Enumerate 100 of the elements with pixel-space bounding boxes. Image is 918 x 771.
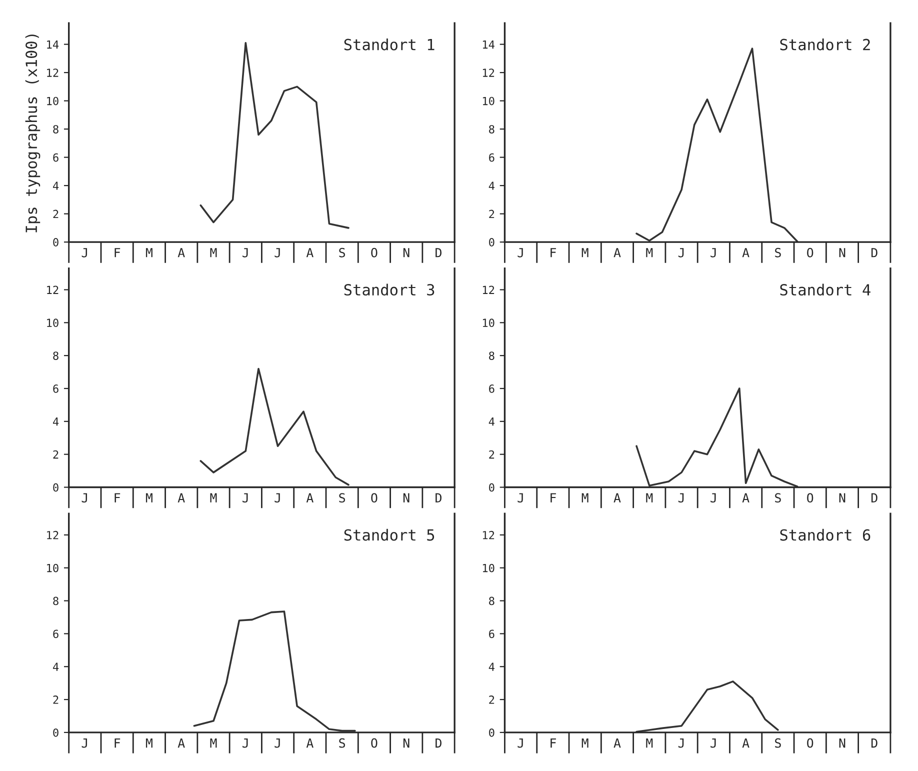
x-tick-label: D (436, 493, 442, 502)
x-tick-label: A (178, 248, 185, 258)
x-tick-label: A (742, 248, 750, 258)
x-tick-label: S (775, 493, 781, 503)
y-tick-label: 4 (488, 418, 494, 426)
x-tick-label: M (210, 493, 217, 502)
y-tick-label: 8 (489, 596, 494, 606)
x-tick-label: F (114, 493, 120, 502)
x-tick-label: A (306, 493, 314, 502)
y-tick-label: 12 (47, 286, 58, 294)
x-tick-label: M (646, 738, 653, 748)
x-tick-label: M (146, 738, 152, 748)
y-tick-label: 10 (482, 96, 494, 106)
x-tick-label: M (646, 248, 653, 258)
y-tick-label: 12 (47, 68, 58, 77)
y-axis-title: Ips typographus (x100) (25, 34, 40, 232)
y-tick-label: 4 (52, 662, 59, 671)
x-tick-label: A (178, 493, 185, 502)
y-tick-label: 8 (53, 125, 58, 134)
x-tick-label: M (582, 738, 588, 748)
x-tick-label: A (614, 248, 621, 258)
y-tick-label: 0 (489, 238, 494, 246)
x-tick-label: F (114, 248, 120, 258)
y-tick-label: 6 (53, 153, 58, 162)
x-tick-label: D (871, 248, 878, 258)
y-tick-label: 6 (489, 630, 494, 638)
x-tick-label: A (742, 738, 750, 748)
x-tick-label: N (403, 738, 410, 748)
text: Standort 4 (780, 284, 870, 296)
x-tick-label: F (550, 738, 556, 748)
y-tick-label: 8 (53, 596, 58, 606)
x-tick-label: J (82, 738, 87, 748)
x-tick-label: J (274, 248, 280, 258)
x-tick-label: M (582, 248, 588, 258)
x-tick-label: M (210, 738, 217, 748)
x-tick-label: J (274, 493, 280, 503)
x-tick-label: O (371, 248, 378, 258)
text: Standort 3 (344, 284, 434, 296)
text: Standort 6 (780, 528, 870, 541)
y-tick-label: 4 (488, 662, 494, 671)
y-tick-label: 2 (53, 210, 58, 218)
x-tick-label: S (775, 738, 781, 748)
x-tick-label: J (678, 248, 684, 258)
text: Standort 1 (344, 38, 434, 50)
x-tick-label: S (339, 738, 346, 748)
y-tick-label: 14 (482, 40, 494, 49)
y-tick-label: 12 (47, 530, 58, 540)
x-tick-label: J (242, 493, 248, 503)
y-tick-label: 0 (53, 483, 58, 492)
x-tick-label: A (742, 493, 750, 502)
x-tick-label: O (371, 738, 378, 748)
x-tick-label: M (210, 248, 217, 258)
x-tick-label: A (178, 738, 185, 748)
y-tick-label: 0 (53, 238, 58, 246)
x-tick-label: J (678, 738, 684, 748)
y-tick-label: 2 (53, 450, 58, 459)
y-tick-label: 2 (489, 210, 494, 218)
x-tick-label: J (678, 493, 684, 503)
y-tick-label: 2 (489, 696, 494, 704)
x-tick-label: J (518, 493, 523, 503)
x-tick-label: S (775, 248, 781, 258)
x-tick-label: O (807, 738, 814, 748)
y-tick-label: 6 (489, 384, 494, 393)
x-tick-label: J (242, 738, 248, 748)
x-tick-label: N (839, 738, 846, 748)
x-tick-label: J (710, 738, 716, 748)
x-tick-label: O (807, 248, 814, 258)
x-tick-label: F (550, 248, 556, 258)
x-tick-label: F (550, 493, 556, 502)
y-tick-label: 12 (482, 68, 494, 77)
y-tick-label: 6 (489, 153, 494, 162)
y-tick-label: 4 (52, 418, 59, 426)
x-tick-label: J (518, 738, 523, 748)
y-tick-label: 10 (482, 564, 494, 572)
text: Standort 5 (344, 528, 434, 541)
x-tick-label: J (274, 738, 280, 748)
x-tick-label: M (146, 493, 152, 502)
x-tick-label: M (646, 493, 653, 502)
x-tick-label: S (339, 493, 346, 503)
y-tick-label: 4 (488, 182, 494, 190)
y-tick-label: 4 (52, 182, 59, 190)
x-tick-label: A (614, 738, 621, 748)
y-tick-label: 10 (47, 96, 58, 106)
y-tick-label: 8 (53, 352, 58, 360)
y-tick-label: 14 (47, 40, 59, 49)
x-tick-label: J (710, 493, 716, 503)
text: Standort 2 (780, 38, 870, 50)
x-tick-label: A (306, 738, 314, 748)
x-tick-label: N (403, 493, 410, 502)
y-tick-label: 6 (53, 630, 58, 638)
y-tick-label: 10 (47, 318, 58, 328)
x-tick-label: M (146, 248, 152, 258)
x-tick-label: O (371, 493, 378, 503)
x-tick-label: J (242, 248, 248, 258)
x-tick-label: F (114, 738, 120, 748)
x-tick-label: S (339, 248, 346, 258)
y-tick-label: 2 (489, 450, 494, 459)
x-tick-label: J (710, 248, 716, 258)
y-tick-label: 0 (489, 483, 494, 492)
y-tick-label: 12 (482, 286, 494, 294)
